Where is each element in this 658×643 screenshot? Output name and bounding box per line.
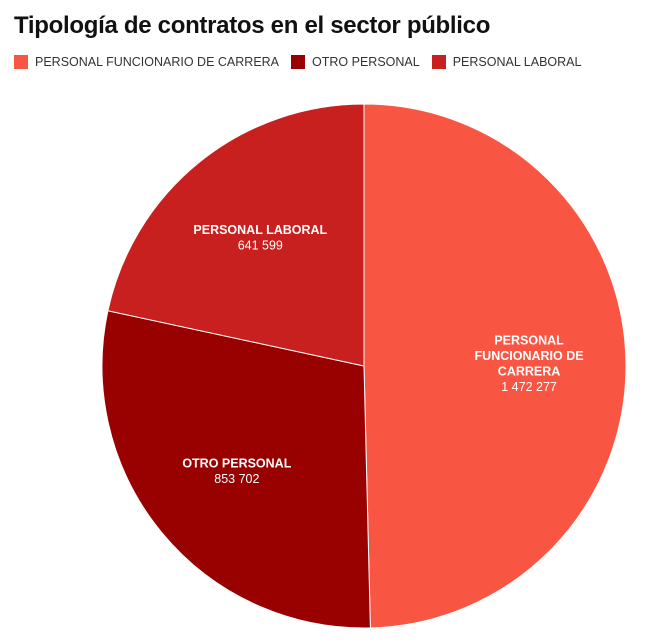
slice-value-label: 641 599 <box>238 238 283 252</box>
legend-item: OTRO PERSONAL <box>291 55 420 69</box>
slice-label: OTRO PERSONAL <box>182 456 291 470</box>
legend-label: PERSONAL FUNCIONARIO DE CARRERA <box>35 55 280 69</box>
slice-label: PERSONAL LABORAL <box>193 223 327 237</box>
legend-item: PERSONAL FUNCIONARIO DE CARRERA <box>14 55 279 69</box>
legend-swatch <box>291 55 306 69</box>
pie-slice <box>107 103 365 367</box>
legend-item: PERSONAL LABORAL <box>431 55 582 69</box>
chart-title: Tipología de contratos en el sector públ… <box>14 12 491 39</box>
pie-slice <box>101 310 371 629</box>
legend: PERSONAL FUNCIONARIO DE CARRERA OTRO PER… <box>14 55 581 69</box>
slice-label: PERSONAL <box>494 334 564 348</box>
slice-label: CARRERA <box>498 365 561 379</box>
slice-label: FUNCIONARIO DE <box>475 349 584 363</box>
legend-swatch <box>431 55 446 69</box>
legend-label: OTRO PERSONAL <box>312 55 420 69</box>
pie-slice <box>363 103 627 629</box>
legend-label: PERSONAL LABORAL <box>452 55 582 69</box>
slice-value-label: 853 702 <box>214 472 259 486</box>
legend-swatch <box>14 55 28 69</box>
slice-value-label: 1 472 277 <box>501 380 557 394</box>
